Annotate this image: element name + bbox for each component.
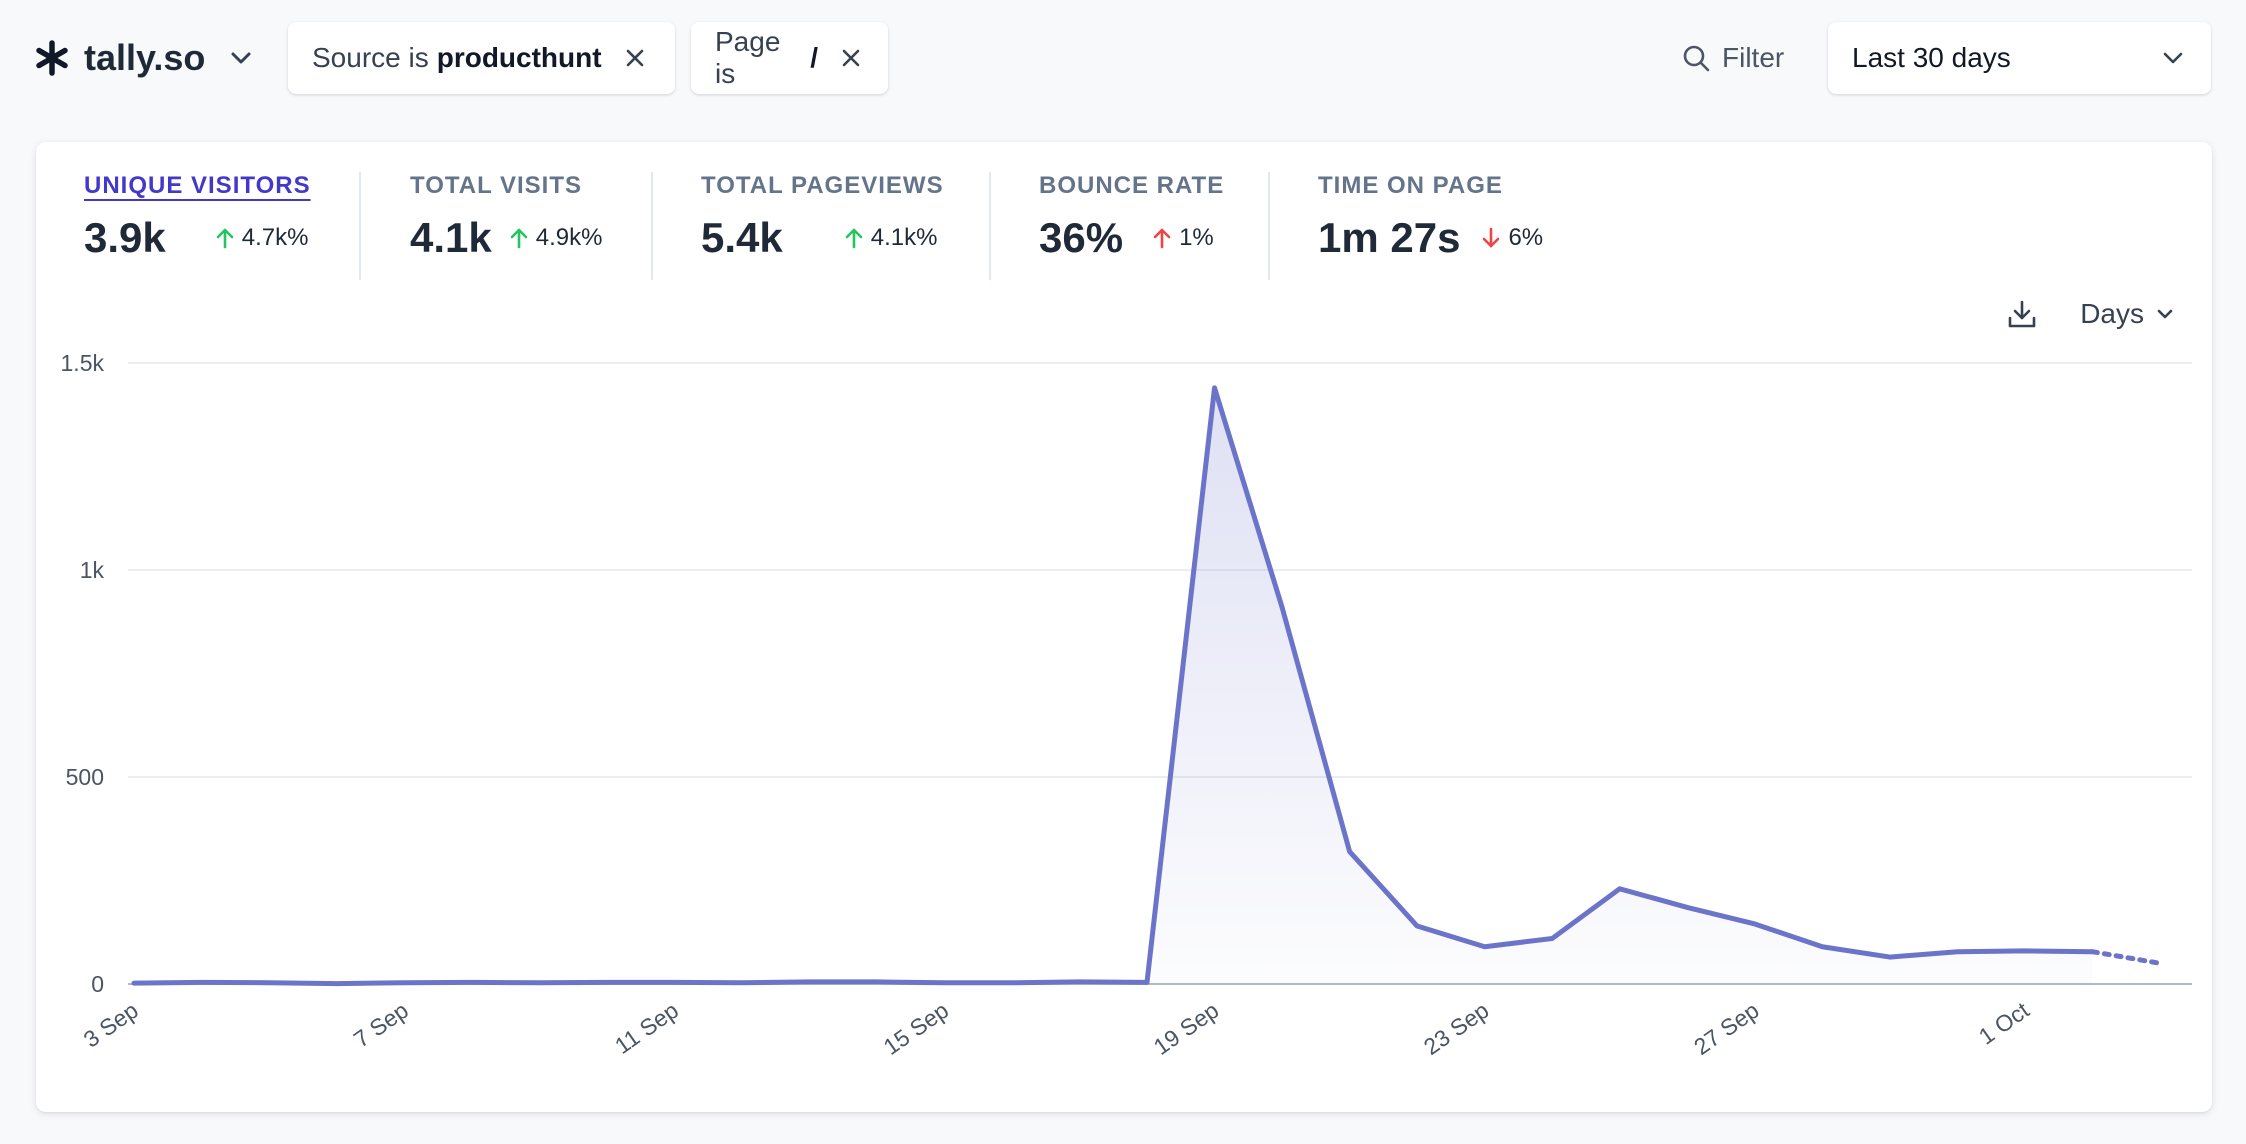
metric-value: 36% [1039,214,1124,261]
metric-label: UNIQUE VISITORS [84,172,311,199]
arrow-down-icon [1483,227,1500,248]
arrow-up-icon [1153,228,1171,249]
arrow-up-icon [510,228,528,249]
y-tick-label: 1.5k [61,350,105,376]
metric-value: 3.9k [84,214,166,261]
metric-change: 6% [1480,224,1543,252]
x-tick-label: 1 Oct [1974,996,2034,1049]
series-line-partial [2089,949,2163,966]
top-bar: tally.so Source is producthunt Page is /… [0,0,2246,130]
series-line [131,385,2095,987]
download-icon[interactable] [2004,296,2040,332]
x-tick-label: 7 Sep [349,997,413,1053]
metric-change: 4.7k% [214,224,309,252]
filter-pill-value: producthunt [436,42,602,73]
x-tick-label: 23 Sep [1419,997,1494,1060]
close-icon[interactable] [622,45,648,71]
stats-card: UNIQUE VISITORS 3.9k 4.7k% TOTAL VISITS … [36,142,2212,1112]
metric-bounce-rate[interactable]: BOUNCE RATE 36% 1% [1039,172,1224,282]
site-switcher[interactable]: tally.so [32,30,255,86]
metric-change-value: 4.1k% [870,224,938,251]
metric-value: 5.4k [701,214,783,261]
asterisk-logo-icon [32,38,72,78]
metric-change-value: 4.9k% [535,224,603,251]
filter-pill-page[interactable]: Page is / [691,22,888,94]
metric-change: 4.1k% [843,224,938,252]
metric-total-visits[interactable]: TOTAL VISITS 4.1k 4.9k% [410,172,602,282]
arrow-up-icon [845,228,863,249]
metric-label: TOTAL VISITS [410,172,583,199]
metric-change-value: 6% [1508,224,1544,251]
y-tick-label: 500 [66,764,104,790]
metric-label: TIME ON PAGE [1318,172,1503,199]
date-range-value: Last 30 days [1852,42,2011,73]
metric-total-pageviews[interactable]: TOTAL PAGEVIEWS 5.4k 4.1k% [701,172,944,282]
metric-change-value: 1% [1179,224,1214,251]
site-name: tally.so [84,37,206,78]
chevron-down-icon [2163,52,2183,64]
y-tick-label: 1k [80,557,105,583]
metric-unique-visitors[interactable]: UNIQUE VISITORS 3.9k 4.7k% [84,172,311,282]
chart-tools: Days [2004,294,2176,334]
metric-change-value: 4.7k% [241,224,309,251]
x-tick-label: 3 Sep [79,997,143,1053]
search-icon [1683,45,1710,72]
metric-value: 1m 27s [1318,214,1461,261]
series-area [134,387,2093,985]
metric-value: 4.1k [410,214,492,261]
metric-divider [1268,172,1270,280]
metric-change: 1% [1151,224,1214,252]
interval-label: Days [2080,298,2144,329]
filter-pill-value: / [810,42,818,73]
metric-label: TOTAL PAGEVIEWS [701,172,944,199]
filter-pill-source[interactable]: Source is producthunt [288,22,675,94]
filter-pill-prefix: Source is [312,42,429,73]
x-tick-label: 11 Sep [610,997,683,1059]
x-tick-label: 15 Sep [879,997,954,1060]
filter-button[interactable]: Filter [1680,38,1784,78]
chevron-down-icon [227,44,255,72]
metric-change: 4.9k% [508,224,603,252]
metric-time-on-page[interactable]: TIME ON PAGE 1m 27s 6% [1318,172,1543,282]
metric-divider [989,172,991,280]
arrow-up-icon [216,228,234,249]
visitors-line-chart: 0 500 1k 1.5k 3 Sep 7 Sep 11 Sep 15 Sep 19 Sep 23… [61,350,2192,1060]
filter-label: Filter [1722,42,1785,73]
metric-divider [359,172,361,280]
date-range-select[interactable]: Last 30 days [1828,22,2211,94]
x-tick-label: 27 Sep [1689,997,1764,1060]
chevron-down-icon [2157,309,2173,319]
metric-label: BOUNCE RATE [1039,172,1225,199]
filter-pill-prefix: Page is [715,26,781,89]
y-tick-label: 0 [91,971,104,997]
interval-select[interactable]: Days [2080,298,2176,330]
close-icon[interactable] [838,45,864,71]
x-tick-label: 19 Sep [1149,997,1224,1060]
metric-divider [651,172,653,280]
